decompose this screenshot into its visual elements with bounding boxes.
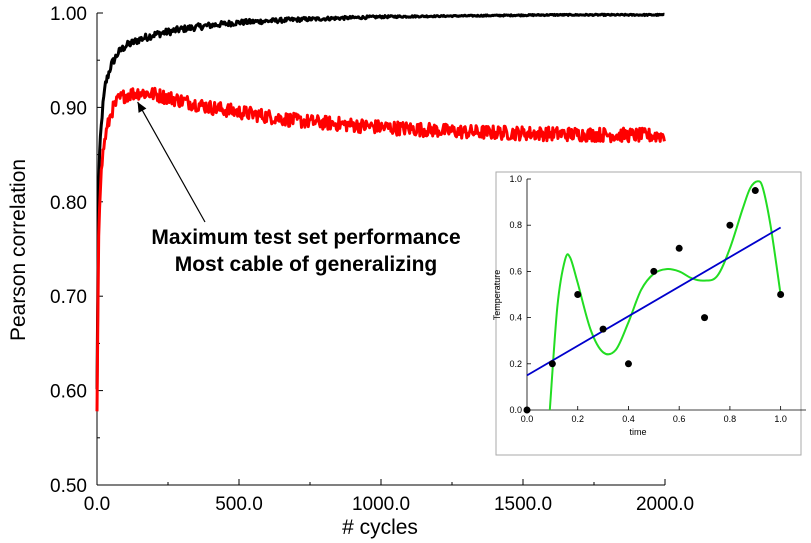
inset-x-tick-label: 0.6	[673, 414, 686, 424]
inset-y-tick-label: 1.0	[509, 174, 522, 184]
x-tick-label: 1500.0	[494, 494, 552, 515]
x-tick-label: 500.0	[215, 494, 263, 515]
y-axis-label: Pearson correlation	[7, 159, 30, 341]
x-axis-label: # cycles	[342, 516, 418, 539]
inset-chart: 0.0 0.2 0.4 0.6 0.8 1.0 0.0 0.2 0.4 0.6 0.8 1.0 tim…	[492, 171, 806, 456]
annotation-arrow-head	[137, 101, 147, 113]
inset-y-axis-label: Temperature	[492, 270, 502, 321]
annotation-arrow-line	[137, 101, 206, 223]
annotation-line-2: Most cable of generalizing	[175, 253, 438, 276]
inset-x-tick-label: 1.0	[774, 414, 787, 424]
y-tick-label: 0.80	[50, 193, 87, 214]
inset-fit-curve	[548, 180, 782, 411]
inset-frame	[495, 171, 802, 456]
inset-data-point	[751, 187, 759, 195]
inset-data-point	[701, 314, 709, 322]
x-tick-label: 0.0	[84, 494, 110, 515]
inset-fit-line	[526, 226, 782, 377]
inset-data-point	[523, 406, 531, 414]
annotation-line-1: Maximum test set performance	[151, 226, 460, 249]
y-tick-label: 0.70	[50, 287, 87, 308]
inset-data-point	[548, 360, 556, 368]
inset-x-tick-label: 0.2	[571, 414, 584, 424]
inset-y-tick-label: 0.6	[509, 266, 522, 276]
inset-data-point	[777, 291, 785, 298]
inset-x-axis-label: time	[629, 427, 646, 437]
inset-data-point	[726, 221, 734, 229]
inset-x-tick-label: 0.4	[622, 414, 635, 424]
inset-y-tick-label: 0.8	[509, 220, 522, 230]
inset-data-point	[624, 360, 632, 368]
inset-data-point	[574, 291, 582, 298]
inset-axes: 0.0 0.2 0.4 0.6 0.8 1.0 0.0 0.2 0.4 0.6 0.8 1.0	[509, 174, 806, 424]
inset-x-tick-label: 0.0	[521, 414, 534, 424]
inset-y-tick-label: 0.4	[509, 313, 522, 323]
series-0-line	[95, 12, 666, 390]
y-tick-label: 0.60	[50, 382, 87, 403]
main-axes: 0.50 0.60 0.70 0.80 0.90 1.00 0.0 500.0 1000.0 15…	[50, 4, 694, 515]
y-tick-label: 0.90	[50, 98, 87, 119]
inset-data-point	[599, 325, 607, 333]
x-tick-label: 2000.0	[636, 494, 694, 515]
inset-x-tick-label: 0.8	[724, 414, 737, 424]
inset-data-point	[650, 267, 658, 275]
y-tick-label: 0.50	[50, 476, 87, 497]
inset-series	[523, 180, 785, 414]
inset-y-tick-label: 0.2	[509, 359, 522, 369]
series-1-line	[95, 86, 666, 412]
inset-data-point	[675, 244, 683, 252]
y-tick-label: 1.00	[50, 4, 87, 25]
main-annotation: Maximum test set performance Most cable …	[137, 101, 461, 276]
x-tick-label: 1000.0	[352, 494, 410, 515]
main-series	[95, 12, 666, 412]
inset-y-tick-label: 0.0	[509, 405, 522, 415]
